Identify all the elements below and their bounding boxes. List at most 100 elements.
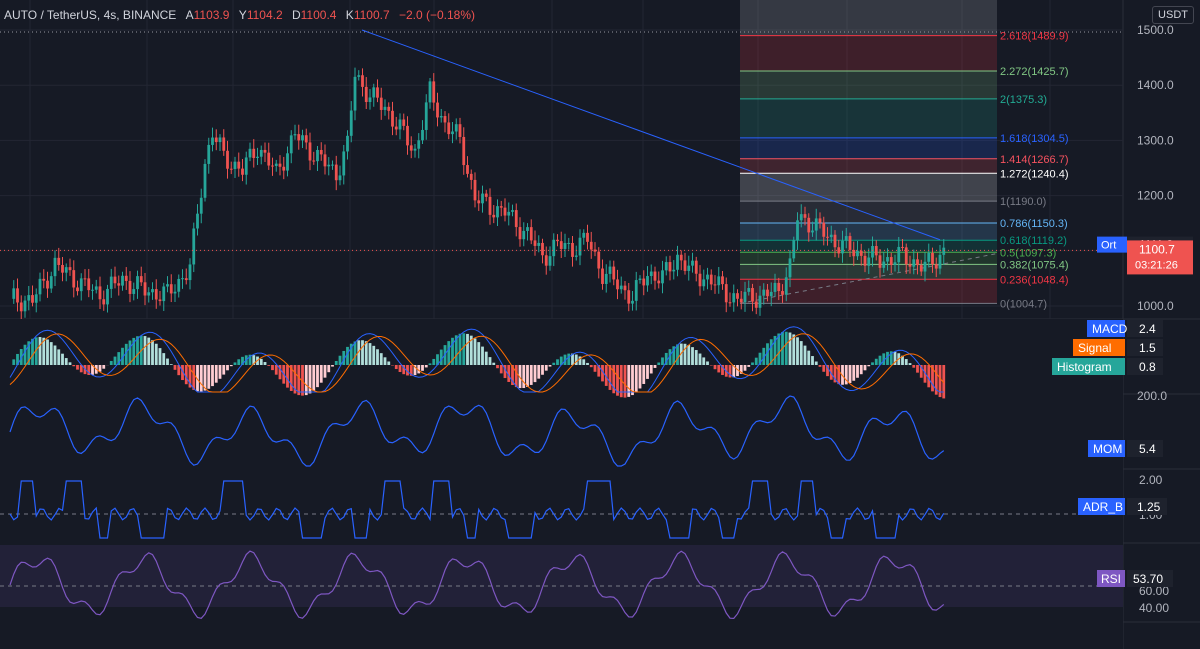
macd-histogram-bar [173, 365, 177, 370]
candle-body [739, 298, 743, 303]
macd-histogram-bar [233, 362, 237, 365]
macd-histogram-bar [559, 356, 563, 365]
macd-histogram-bar [413, 365, 417, 376]
candle-body [807, 217, 811, 233]
macd-histogram-bar [769, 339, 773, 365]
macd-histogram-bar [121, 347, 124, 365]
y-tick-label: 1000.0 [1137, 299, 1174, 313]
mom-line [9, 395, 945, 467]
macd-histogram-bar [259, 358, 263, 365]
adr-line [9, 480, 945, 539]
macd-histogram-bar [466, 333, 469, 365]
candle-body [106, 288, 109, 305]
candle-body [623, 285, 627, 291]
macd-legend-value-bg [1127, 339, 1163, 356]
candle-body [72, 270, 76, 288]
candle-body [398, 119, 402, 130]
adr-y-tick: 2.00 [1139, 473, 1163, 487]
candle-body [214, 137, 218, 143]
candle-body [473, 179, 477, 201]
macd-histogram-bar [102, 365, 106, 369]
fib-level-label: 0.786(1150.3) [1000, 218, 1068, 230]
macd-histogram-bar [698, 353, 702, 365]
macd-histogram-bar [316, 365, 319, 388]
candle-body [237, 161, 241, 169]
candle-body [766, 289, 769, 297]
candle-body [413, 148, 417, 151]
candle-body [897, 246, 901, 263]
macd-histogram-bar [132, 337, 136, 365]
candle-body [646, 276, 649, 286]
candle-body [706, 274, 709, 280]
macd-histogram-bar [237, 359, 241, 365]
mom-y-tick: 200.0 [1137, 389, 1167, 403]
candle-body [241, 168, 244, 175]
macd-histogram-bar [263, 362, 267, 365]
macd-histogram-bar [469, 335, 473, 365]
adr-legend-name: ADR_B [1083, 500, 1123, 514]
fib-level-label: 0(1004.7) [1000, 298, 1047, 310]
candle-body [788, 258, 792, 278]
candle-body [556, 239, 559, 242]
candle-body [421, 129, 424, 141]
candle-body [927, 252, 931, 262]
macd-legend-name: MACD [1092, 322, 1128, 336]
macd-histogram-bar [364, 341, 368, 365]
candle-body [492, 214, 496, 218]
candle-body [518, 227, 522, 240]
macd-histogram-bar [694, 350, 698, 365]
candle-body [908, 264, 912, 267]
macd-histogram-bar [676, 344, 679, 365]
macd-histogram-bar [492, 362, 496, 365]
macd-histogram-bar [638, 365, 642, 389]
candle-body [211, 137, 214, 145]
candle-body [57, 257, 61, 265]
candle-body [942, 247, 946, 255]
candle-body [642, 278, 646, 286]
macd-histogram-bar [267, 365, 271, 366]
candle-body [488, 196, 492, 215]
last-price-bg [1127, 240, 1193, 275]
macd-histogram-bar [702, 357, 706, 365]
candle-body [42, 278, 46, 281]
candle-body [826, 236, 829, 238]
macd-histogram-bar [597, 365, 601, 377]
rsi-legend-value: 53.70 [1133, 572, 1163, 586]
candle-body [852, 249, 856, 257]
macd-histogram-bar [383, 357, 387, 365]
candle-body [327, 164, 331, 167]
macd-histogram-bar [919, 365, 923, 378]
candle-body [544, 255, 548, 266]
candle-body [871, 246, 874, 258]
candle-body [158, 299, 162, 302]
candle-body [653, 271, 657, 281]
macd-histogram-bar [578, 356, 582, 365]
macd-histogram-bar [87, 365, 91, 375]
macd-histogram-bar [439, 349, 443, 365]
candle-body [256, 156, 259, 158]
macd-histogram-bar [496, 365, 499, 369]
macd-histogram-bar [829, 365, 833, 380]
rsi-band [0, 545, 1123, 607]
candle-body [121, 275, 124, 286]
macd-histogram-bar [811, 356, 814, 365]
candle-body [634, 280, 638, 301]
macd-histogram-bar [398, 365, 402, 373]
candle-body [286, 153, 289, 171]
macd-histogram-bar [901, 355, 904, 365]
candle-body [559, 241, 563, 249]
candle-body [447, 122, 451, 135]
candle-body [323, 154, 327, 167]
macd-histogram-bar [668, 349, 672, 365]
candle-body [548, 256, 552, 266]
symbol-title[interactable]: AUTO / TetherUS, 4s, BINANCE [4, 8, 177, 22]
macd-histogram-bar [158, 348, 162, 365]
macd-legend-tag [1087, 320, 1125, 337]
candle-body [848, 236, 852, 250]
avg-tag-bg [1097, 236, 1127, 253]
macd-histogram-bar [859, 365, 863, 375]
currency-button[interactable]: USDT [1152, 6, 1194, 24]
rsi-y-tick: 60.00 [1139, 584, 1169, 598]
macd-histogram-bar [777, 333, 781, 365]
